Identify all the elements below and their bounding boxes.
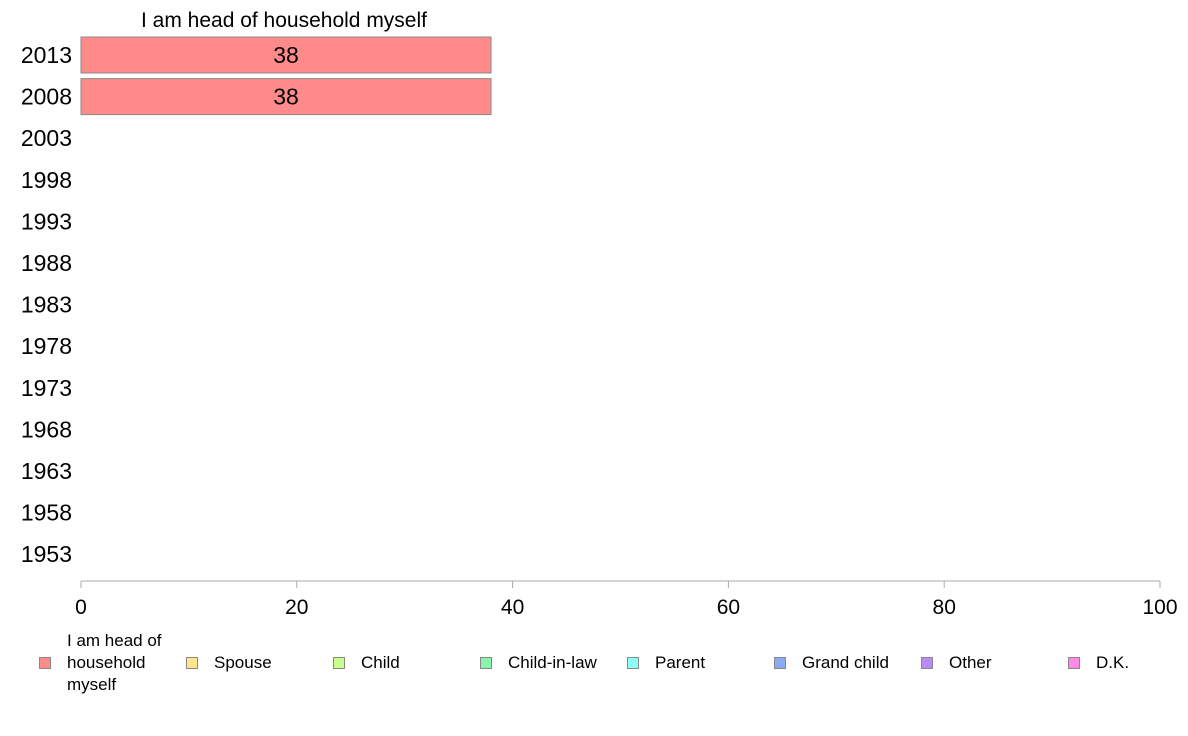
legend-label: Parent [655, 653, 706, 672]
year-label: 1963 [21, 458, 72, 484]
x-tick-label: 60 [717, 596, 740, 619]
x-axis: 0 20 40 60 80 100 [75, 580, 1178, 619]
panel-title: I am head of household myself [141, 9, 427, 32]
chart: I am head of household myself 2013200820… [21, 9, 1178, 619]
legend-item: Child-in-law [480, 652, 628, 674]
year-label: 1998 [21, 167, 72, 193]
legend-item: Child [333, 652, 471, 674]
legend-swatch [480, 657, 492, 669]
legend: I am head of household myself Spouse Child… [0, 630, 1188, 700]
legend-swatch [627, 657, 639, 669]
bar-value-label: 38 [273, 84, 299, 110]
legend-item: Spouse [186, 652, 324, 674]
x-tick-label: 0 [75, 596, 87, 619]
bars: 38 38 [80, 36, 492, 116]
year-label: 1988 [21, 250, 72, 276]
legend-item: Parent [627, 652, 765, 674]
year-label: 1973 [21, 375, 72, 401]
legend-label: Other [949, 653, 992, 672]
year-label: 2013 [21, 42, 72, 68]
year-label: 1978 [21, 333, 72, 359]
year-label: 2008 [21, 84, 72, 110]
legend-swatch [1068, 657, 1080, 669]
bar [80, 36, 492, 74]
legend-label: Child [361, 653, 400, 672]
legend-swatch [39, 657, 51, 669]
legend-label: Child-in-law [508, 653, 597, 672]
x-tick-label: 20 [285, 596, 308, 619]
year-label: 2003 [21, 125, 72, 151]
year-label: 1983 [21, 292, 72, 318]
legend-label: I am head of household myself [67, 631, 162, 694]
legend-label: D.K. [1096, 653, 1130, 672]
x-tick-label: 80 [933, 596, 956, 619]
year-label: 1968 [21, 416, 72, 442]
x-tick-label: 100 [1142, 596, 1177, 619]
year-label: 1993 [21, 208, 72, 234]
legend-item: Grand child [774, 652, 922, 674]
year-labels: 2013 2008 2003 1998 1993 1988 1983 1978 1973 1968… [21, 42, 72, 567]
bar-value-label: 38 [273, 42, 299, 68]
legend-item: Other [921, 652, 1059, 674]
legend-item: I am head of household myself [39, 630, 187, 696]
legend-swatch [333, 657, 345, 669]
legend-swatch [774, 657, 786, 669]
year-label: 1958 [21, 500, 72, 526]
x-tick-label: 40 [501, 596, 524, 619]
bar [80, 78, 492, 116]
legend-swatch [186, 657, 198, 669]
legend-label: Spouse [214, 653, 272, 672]
year-label: 1953 [21, 541, 72, 567]
legend-swatch [921, 657, 933, 669]
legend-label: Grand child [802, 653, 889, 672]
legend-item: D.K. [1068, 652, 1186, 674]
